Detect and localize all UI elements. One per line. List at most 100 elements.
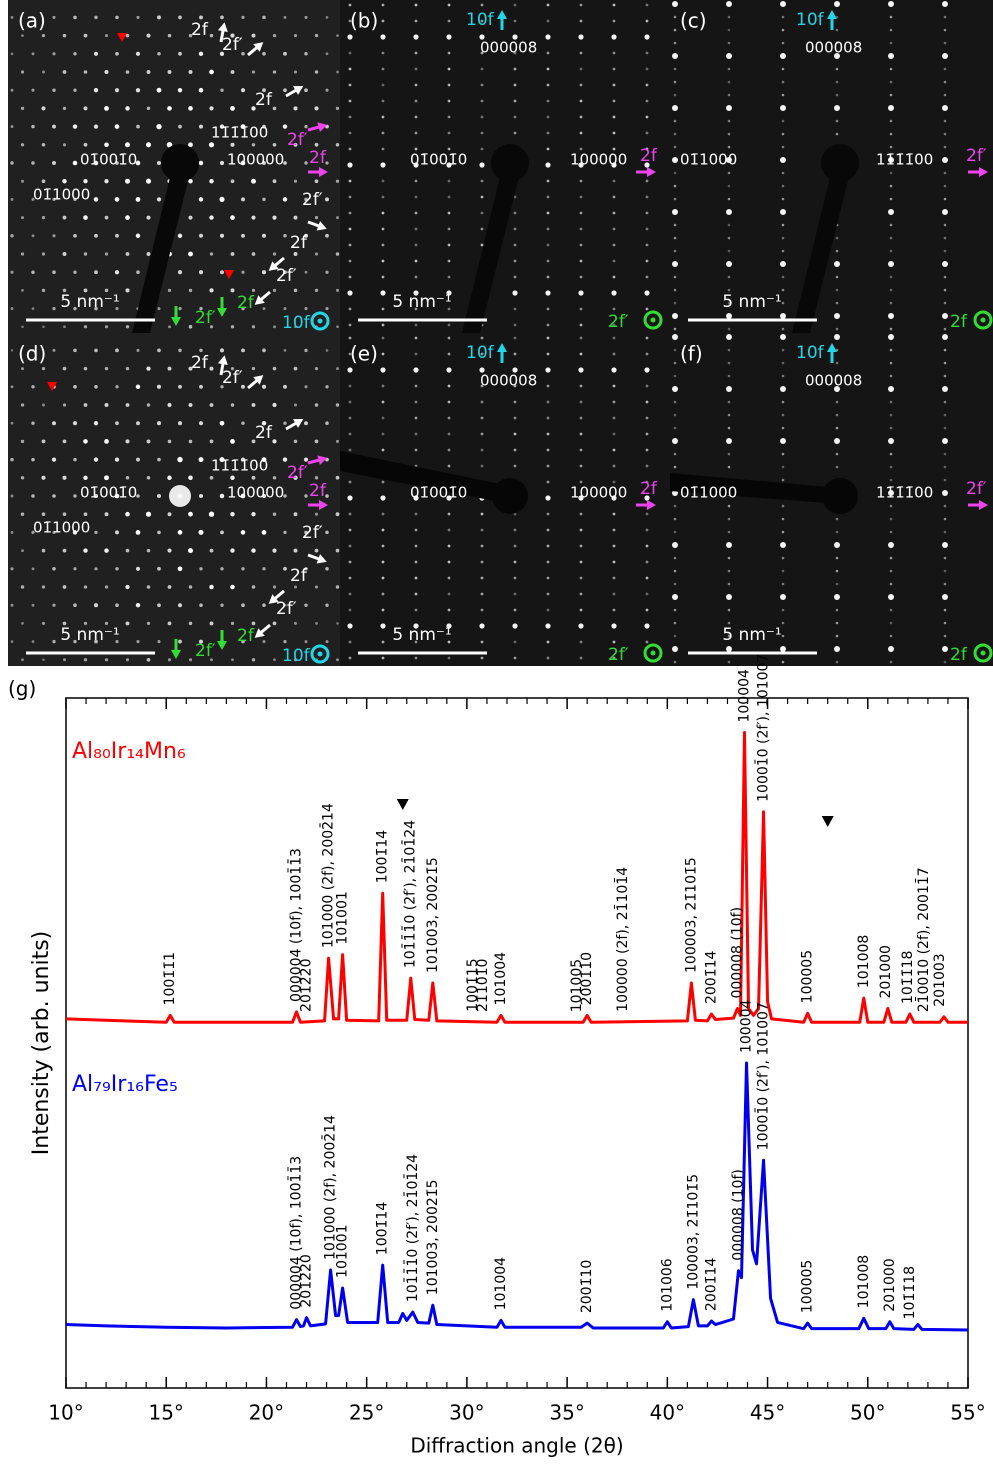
spot <box>613 353 616 356</box>
spot <box>336 289 339 292</box>
spot <box>349 385 352 388</box>
spot <box>944 466 947 469</box>
spot <box>273 289 276 292</box>
scale-bar-label: 5 nm⁻¹ <box>60 292 119 312</box>
spot <box>782 276 785 279</box>
spot <box>942 438 948 444</box>
panel-annotation: 11̄1̄1̄00 <box>876 484 933 502</box>
spot <box>481 337 484 340</box>
spot <box>944 570 947 573</box>
spot <box>547 132 550 135</box>
spot <box>890 29 893 32</box>
spot <box>547 180 550 183</box>
spot <box>349 529 352 532</box>
spot <box>782 609 785 612</box>
spot <box>178 385 182 389</box>
spot <box>613 609 616 612</box>
spot <box>728 16 731 19</box>
spot <box>189 70 193 74</box>
spot <box>782 583 785 586</box>
spot <box>21 252 24 255</box>
spot <box>944 146 947 149</box>
spot <box>674 250 677 253</box>
spot <box>415 324 418 327</box>
spot <box>836 427 839 430</box>
spot <box>349 657 352 660</box>
panel-annotation: 2f′ <box>966 146 987 166</box>
spot <box>168 34 172 38</box>
spot <box>210 367 214 371</box>
spot <box>349 260 352 263</box>
spot <box>481 417 484 420</box>
spot <box>382 641 385 644</box>
zone-axis-dot <box>981 651 986 656</box>
peak-label: 21̄101̄0 <box>475 959 491 1012</box>
spot <box>613 401 616 404</box>
spot <box>890 505 893 508</box>
spot <box>21 216 24 219</box>
spot <box>349 433 352 436</box>
spot <box>349 324 352 327</box>
zone-axis-label: 2f′ <box>608 645 629 665</box>
spot <box>481 609 484 612</box>
peak-label: 101̄1̄1̄0 (2f′), 21̄01̄24 <box>401 820 419 968</box>
spot <box>304 161 307 164</box>
spot <box>613 417 616 420</box>
spot <box>415 593 418 596</box>
spot <box>944 81 947 84</box>
central-beam <box>169 485 191 507</box>
spot <box>336 143 340 147</box>
spot <box>349 116 352 119</box>
spot <box>448 465 451 468</box>
spot <box>944 68 947 71</box>
spot <box>674 146 677 149</box>
spot <box>644 34 649 39</box>
spot <box>782 349 785 352</box>
spot <box>728 172 731 175</box>
panel-label: (b) <box>350 9 378 33</box>
spot <box>944 479 947 482</box>
panel-annotation: 2f′ <box>222 35 243 55</box>
spot <box>136 603 140 607</box>
spot <box>315 289 318 292</box>
spot <box>780 438 786 444</box>
spot <box>944 583 947 586</box>
spot <box>382 132 385 135</box>
spot <box>782 427 785 430</box>
spot <box>273 476 276 479</box>
spot <box>157 161 161 165</box>
zone-axis-label: 10f <box>282 646 311 666</box>
spot <box>613 337 616 340</box>
spot <box>126 658 129 661</box>
spot <box>157 531 161 535</box>
spot <box>273 512 276 515</box>
spot <box>646 260 649 263</box>
spot <box>613 449 616 452</box>
spot <box>674 16 677 19</box>
spot <box>890 661 893 664</box>
spot <box>21 403 24 406</box>
scale-bar-label: 5 nm⁻¹ <box>722 292 781 312</box>
spot <box>481 561 484 564</box>
spot <box>21 180 24 183</box>
spot <box>382 52 385 55</box>
spot <box>481 116 484 119</box>
spot <box>63 512 67 516</box>
spot <box>283 531 286 534</box>
spot <box>888 53 894 59</box>
spot <box>547 244 550 247</box>
spot <box>10 567 13 570</box>
spot <box>304 16 307 19</box>
spot <box>890 427 893 430</box>
spot <box>63 403 66 406</box>
spot <box>382 337 385 340</box>
spot <box>382 260 385 263</box>
spot <box>382 116 385 119</box>
beam-stopper <box>161 144 199 182</box>
spot <box>199 421 203 425</box>
spot <box>147 476 151 480</box>
spot <box>514 68 517 71</box>
spot <box>726 386 732 392</box>
spot <box>219 197 224 202</box>
spot <box>415 337 418 340</box>
